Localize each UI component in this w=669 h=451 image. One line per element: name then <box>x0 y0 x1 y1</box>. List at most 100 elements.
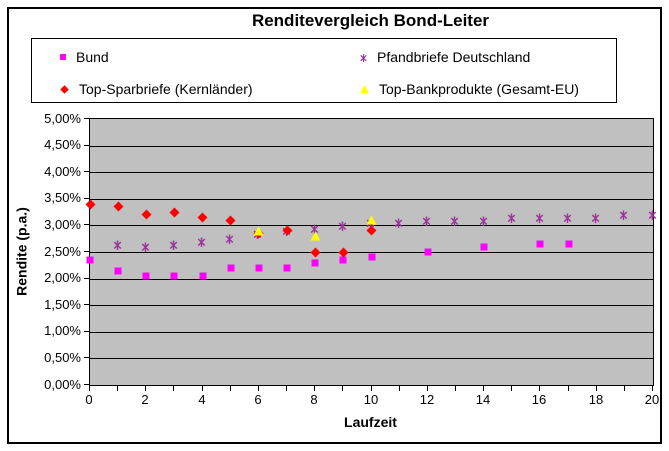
y-tick-mark <box>84 278 89 279</box>
data-point-pfandbriefe-deutschland <box>197 236 206 247</box>
x-tick-mark <box>117 385 118 391</box>
x-tick-mark <box>371 385 372 391</box>
data-point-pfandbriefe-deutschland <box>113 239 122 250</box>
x-tick-label: 10 <box>363 392 379 407</box>
data-point-top-sparbriefe-kernl-nder <box>197 212 208 223</box>
data-point-pfandbriefe-deutschland <box>619 209 628 221</box>
data-point-top-bankprodukte-gesamt-eu <box>253 226 264 236</box>
legend-box: Bund Pfandbriefe Deutschland Top-Sparbrief… <box>31 38 617 103</box>
legend-item-bund: Bund <box>59 47 359 67</box>
x-tick-mark <box>427 385 428 391</box>
data-point-bund <box>536 240 544 248</box>
data-point-bund <box>86 256 94 264</box>
x-tick-mark <box>258 385 259 391</box>
y-tick-mark <box>84 145 89 146</box>
y-tick-label: 3,50% <box>44 190 81 205</box>
x-axis-title: Laufzeit <box>344 414 397 430</box>
y-tick-mark <box>84 251 89 252</box>
data-point-bund <box>170 272 178 280</box>
data-point-bund <box>339 256 347 264</box>
x-tick-mark <box>596 385 597 391</box>
square-marker-icon <box>60 54 67 61</box>
x-tick-label: 4 <box>198 392 206 407</box>
y-tick-mark <box>84 331 89 332</box>
data-point-bund <box>142 272 150 280</box>
x-tick-mark <box>173 385 174 391</box>
legend-item-label: Pfandbriefe Deutschland <box>377 49 531 65</box>
data-point-bund <box>255 264 263 272</box>
data-point-pfandbriefe-deutschland <box>563 212 572 223</box>
x-tick-mark <box>483 385 484 391</box>
data-point-top-sparbriefe-kernl-nder <box>169 207 180 218</box>
x-tick-label: 0 <box>85 392 93 407</box>
x-tick-mark <box>342 385 343 391</box>
x-tick-label: 14 <box>475 392 491 407</box>
x-tick-label: 20 <box>644 392 660 407</box>
y-tick-label: 0,50% <box>44 350 81 365</box>
data-point-bund <box>368 253 376 261</box>
data-point-top-sparbriefe-kernl-nder <box>338 247 349 258</box>
data-point-bund <box>283 264 291 272</box>
data-point-bund <box>480 243 488 251</box>
y-tick-mark <box>84 304 89 305</box>
x-tick-label: 16 <box>531 392 547 407</box>
data-point-pfandbriefe-deutschland <box>225 233 234 245</box>
legend-item-label: Top-Sparbriefe (Kernländer) <box>79 81 253 97</box>
gridline <box>90 172 653 173</box>
data-point-top-sparbriefe-kernl-nder <box>141 209 152 220</box>
x-tick-mark <box>455 385 456 391</box>
legend-item-pfandbriefe-deutschland: Pfandbriefe Deutschland <box>359 47 616 67</box>
y-tick-mark <box>84 118 89 119</box>
y-tick-label: 2,00% <box>44 270 81 285</box>
data-point-top-bankprodukte-gesamt-eu <box>366 215 377 225</box>
x-tick-mark <box>145 385 146 391</box>
data-point-top-bankprodukte-gesamt-eu <box>310 231 321 241</box>
x-tick-mark <box>568 385 569 391</box>
y-tick-label: 1,50% <box>44 297 81 312</box>
x-tick-label: 8 <box>310 392 318 407</box>
gridline <box>90 199 653 200</box>
data-point-top-sparbriefe-kernl-nder <box>85 199 96 210</box>
legend-item-top-sparbriefe-kernl-nder: Top-Sparbriefe (Kernländer) <box>59 79 359 99</box>
data-point-pfandbriefe-deutschland <box>591 212 600 223</box>
y-tick-mark <box>84 198 89 199</box>
x-tick-label: 18 <box>588 392 604 407</box>
star-marker-icon <box>360 52 368 62</box>
data-point-top-sparbriefe-kernl-nder <box>225 215 236 226</box>
legend-item-label: Top-Bankprodukte (Gesamt-EU) <box>379 81 579 97</box>
data-point-pfandbriefe-deutschland <box>535 212 544 223</box>
y-tick-mark <box>84 224 89 225</box>
gridline <box>90 358 653 359</box>
chart-title: Renditevergleich Bond-Leiter <box>251 11 490 30</box>
data-point-bund <box>565 240 573 248</box>
y-tick-label: 0,00% <box>44 377 81 392</box>
data-point-pfandbriefe-deutschland <box>141 241 150 253</box>
data-point-pfandbriefe-deutschland <box>479 215 488 226</box>
y-tick-label: 4,50% <box>44 137 81 152</box>
triangle-marker-icon <box>360 85 369 94</box>
x-tick-mark <box>511 385 512 391</box>
gridline <box>90 305 653 306</box>
data-point-pfandbriefe-deutschland <box>169 239 178 250</box>
x-tick-mark <box>314 385 315 391</box>
x-tick-label: 12 <box>419 392 435 407</box>
data-point-bund <box>114 267 122 275</box>
data-point-pfandbriefe-deutschland <box>394 217 403 229</box>
x-tick-mark <box>202 385 203 391</box>
gridline <box>90 225 653 226</box>
gridline <box>90 279 653 280</box>
y-tick-label: 3,00% <box>44 217 81 232</box>
legend-item-label: Bund <box>76 49 109 65</box>
y-tick-label: 2,50% <box>44 244 81 259</box>
x-tick-mark <box>230 385 231 391</box>
data-point-bund <box>424 248 432 256</box>
y-tick-label: 4,00% <box>44 164 81 179</box>
x-tick-label: 2 <box>141 392 149 407</box>
x-tick-mark <box>539 385 540 391</box>
diamond-marker-icon <box>60 84 69 94</box>
data-point-top-sparbriefe-kernl-nder <box>282 225 293 236</box>
y-tick-label: 5,00% <box>44 111 81 126</box>
gridline <box>90 332 653 333</box>
y-tick-mark <box>84 171 89 172</box>
data-point-pfandbriefe-deutschland <box>648 209 657 221</box>
